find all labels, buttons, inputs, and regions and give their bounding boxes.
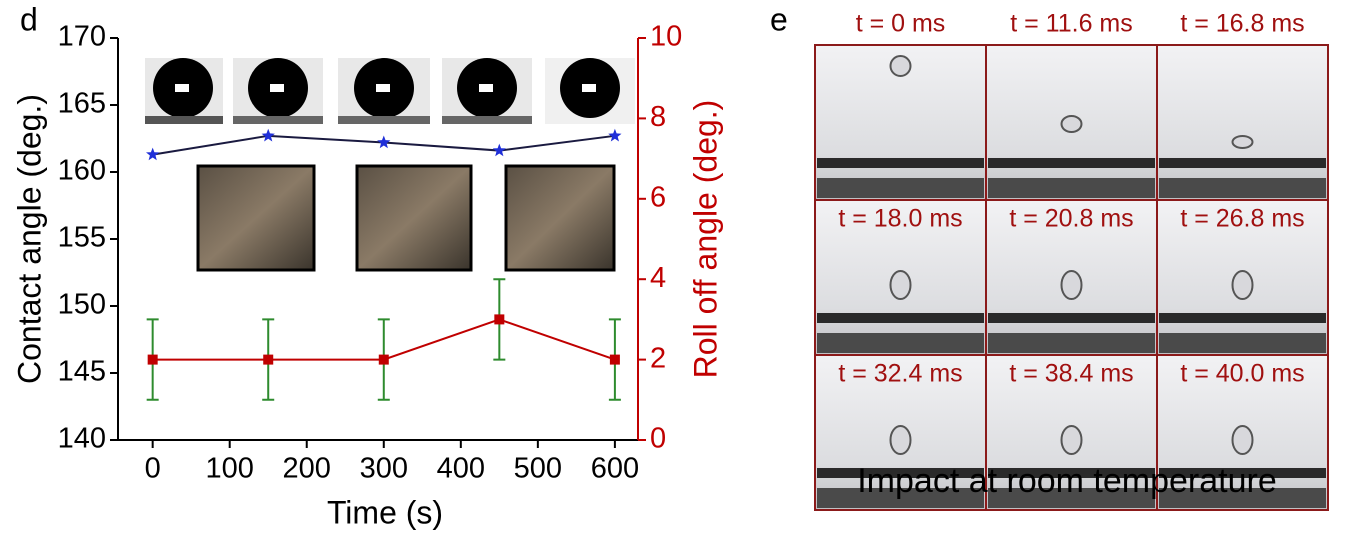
y-tick-label: 140 [58,423,106,455]
y2-tick-label: 8 [650,101,666,133]
point [262,129,275,142]
y2-tick-label: 2 [650,342,666,374]
y2-tick-label: 6 [650,181,666,213]
frame-label: t = 18.0 ms [838,205,962,233]
y-tick-label: 165 [58,88,106,120]
frame-label: t = 26.8 ms [1180,205,1304,233]
x-tick-label: 300 [360,453,408,485]
point [610,355,620,365]
frame-label: t = 38.4 ms [1009,360,1133,388]
y-tick-label: 145 [58,356,106,388]
frame-label: t = 40.0 ms [1180,360,1304,388]
y-tick-label: 155 [58,222,106,254]
figure: d e Time (s) Contact angle (deg.) Roll o… [0,0,1346,540]
impact-panel: t = 0 ms t = 11.6 ms t = 16.8 ms t = 18.0 m… [815,10,1328,510]
frame-label: t = 32.4 ms [838,360,962,388]
frame-label: t = 11.6 ms [1010,10,1133,38]
x-tick-label: 200 [283,453,331,485]
x-tick-label: 500 [514,453,562,485]
caption: Impact at room temperature [857,462,1277,500]
x-tick-label: 400 [437,453,485,485]
droplet [1062,116,1082,132]
surface-base [1159,333,1326,353]
surface [988,313,1155,323]
point [494,314,504,324]
surface [817,158,984,168]
y-tick-label: 160 [58,155,106,187]
y-tick-label: 170 [58,21,106,53]
point [146,148,159,161]
droplet [891,56,911,76]
y2-tick-label: 10 [650,21,682,53]
droplet [1233,271,1253,299]
point [493,144,506,157]
surface [817,313,984,323]
frame-image [1157,45,1328,200]
surface [1159,158,1326,168]
frame-label: t = 20.8 ms [1009,205,1133,233]
x-axis-label: Time (s) [327,494,443,530]
y2-tick-label: 0 [650,423,666,455]
y2-tick-label: 4 [650,262,666,294]
droplet [891,271,911,299]
y2-axis-label: Roll off angle (deg.) [687,100,723,379]
surface-base [988,178,1155,198]
frame-label: t = 16.8 ms [1180,10,1304,38]
frame-label: t = 0 ms [856,10,946,38]
x-tick-label: 100 [206,453,254,485]
drop-photos [145,58,635,124]
y-tick-label: 150 [58,289,106,321]
surface-base [1159,178,1326,198]
panel-label: d [20,1,38,37]
point [263,355,273,365]
surface-base [817,333,984,353]
droplet [1062,271,1082,299]
point [148,355,158,365]
surface-base [817,178,984,198]
droplet [1233,136,1253,148]
surface [988,158,1155,168]
point [379,355,389,365]
x-tick-label: 600 [591,453,639,485]
x-tick-label: 0 [145,453,161,485]
surface [1159,313,1326,323]
y-axis-label: Contact angle (deg.) [11,94,47,384]
point [377,136,390,149]
point [608,129,621,142]
droplet [1062,426,1082,454]
droplet [891,426,911,454]
surface-base [988,333,1155,353]
setup-photos [198,166,614,270]
droplet [1233,426,1253,454]
panel-label: e [770,1,788,37]
